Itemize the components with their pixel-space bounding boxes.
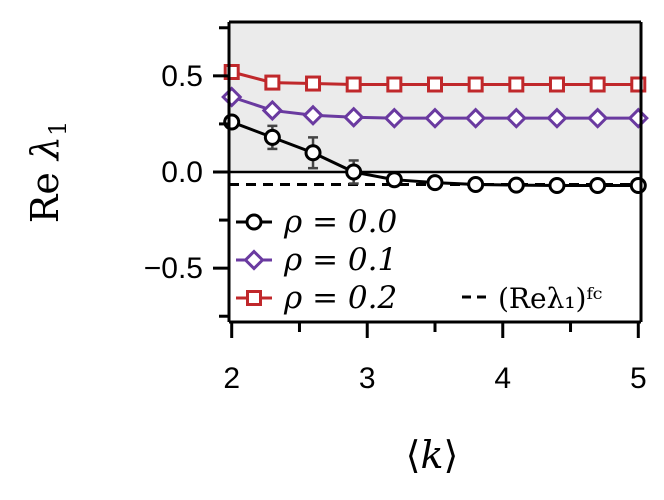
legend-marker	[243, 249, 265, 271]
y-tick-label: −0.5	[144, 252, 203, 285]
legend-label: ρ = 0.2	[283, 280, 397, 316]
data-point	[385, 171, 403, 189]
data-point	[302, 104, 324, 126]
legend-label: ρ = 0.0	[283, 204, 397, 240]
x-tick-label: 4	[494, 362, 511, 395]
data-point	[467, 76, 484, 93]
x-tick-label: 5	[630, 362, 647, 395]
data-point	[465, 107, 487, 129]
data-point	[427, 76, 443, 93]
data-point	[507, 176, 525, 194]
data-point	[629, 176, 647, 194]
plot-layer: −0.5 0.0 0.5 2 3 4 5 ρ = 0.0ρ = 0.1ρ = 0.2 (Reλ₁…	[144, 20, 649, 395]
data-point	[345, 163, 363, 181]
data-point	[263, 128, 281, 146]
legend-item-1: ρ = 0.1	[236, 242, 397, 278]
legend-label: (Reλ₁)ᶠᶜ	[498, 282, 603, 315]
legend-marker	[245, 213, 263, 231]
legend: ρ = 0.0ρ = 0.1ρ = 0.2 (Reλ₁)ᶠᶜ	[236, 204, 603, 316]
data-point	[424, 107, 446, 129]
data-point	[221, 86, 243, 108]
x-axis-title: ⟨k⟩	[406, 433, 459, 477]
legend-item-0: ρ = 0.0	[236, 204, 397, 240]
y-tick-label: 0.0	[161, 156, 203, 189]
data-point	[589, 176, 607, 194]
data-point	[264, 74, 281, 91]
data-point	[223, 113, 241, 131]
series-1	[221, 86, 649, 129]
data-point	[305, 75, 322, 92]
legend-item-2: ρ = 0.2	[236, 280, 397, 316]
series-2	[223, 64, 647, 93]
data-point	[548, 76, 565, 93]
data-point	[505, 107, 527, 129]
data-point	[548, 176, 566, 194]
data-point	[343, 106, 365, 128]
legend-item-reference: (Reλ₁)ᶠᶜ	[462, 282, 603, 315]
data-point	[627, 107, 649, 129]
data-point	[589, 76, 606, 93]
legend-label: ρ = 0.1	[283, 242, 397, 278]
data-point	[546, 107, 568, 129]
shaded-region	[229, 22, 641, 172]
data-point	[345, 76, 362, 93]
x-tick-label: 2	[223, 362, 240, 395]
y-tick-label: 0.5	[161, 60, 203, 93]
data-point	[383, 107, 405, 129]
legend-marker	[246, 290, 262, 306]
data-point	[304, 144, 322, 162]
data-point	[261, 99, 283, 122]
data-point	[587, 107, 609, 129]
data-point	[426, 174, 444, 192]
x-tick-label: 3	[359, 362, 376, 395]
data-point	[467, 176, 485, 193]
data-point	[386, 76, 403, 93]
data-point	[630, 76, 647, 93]
series-0	[223, 113, 647, 194]
data-point	[508, 76, 525, 93]
y-axis-title: Re λ1	[23, 121, 72, 224]
